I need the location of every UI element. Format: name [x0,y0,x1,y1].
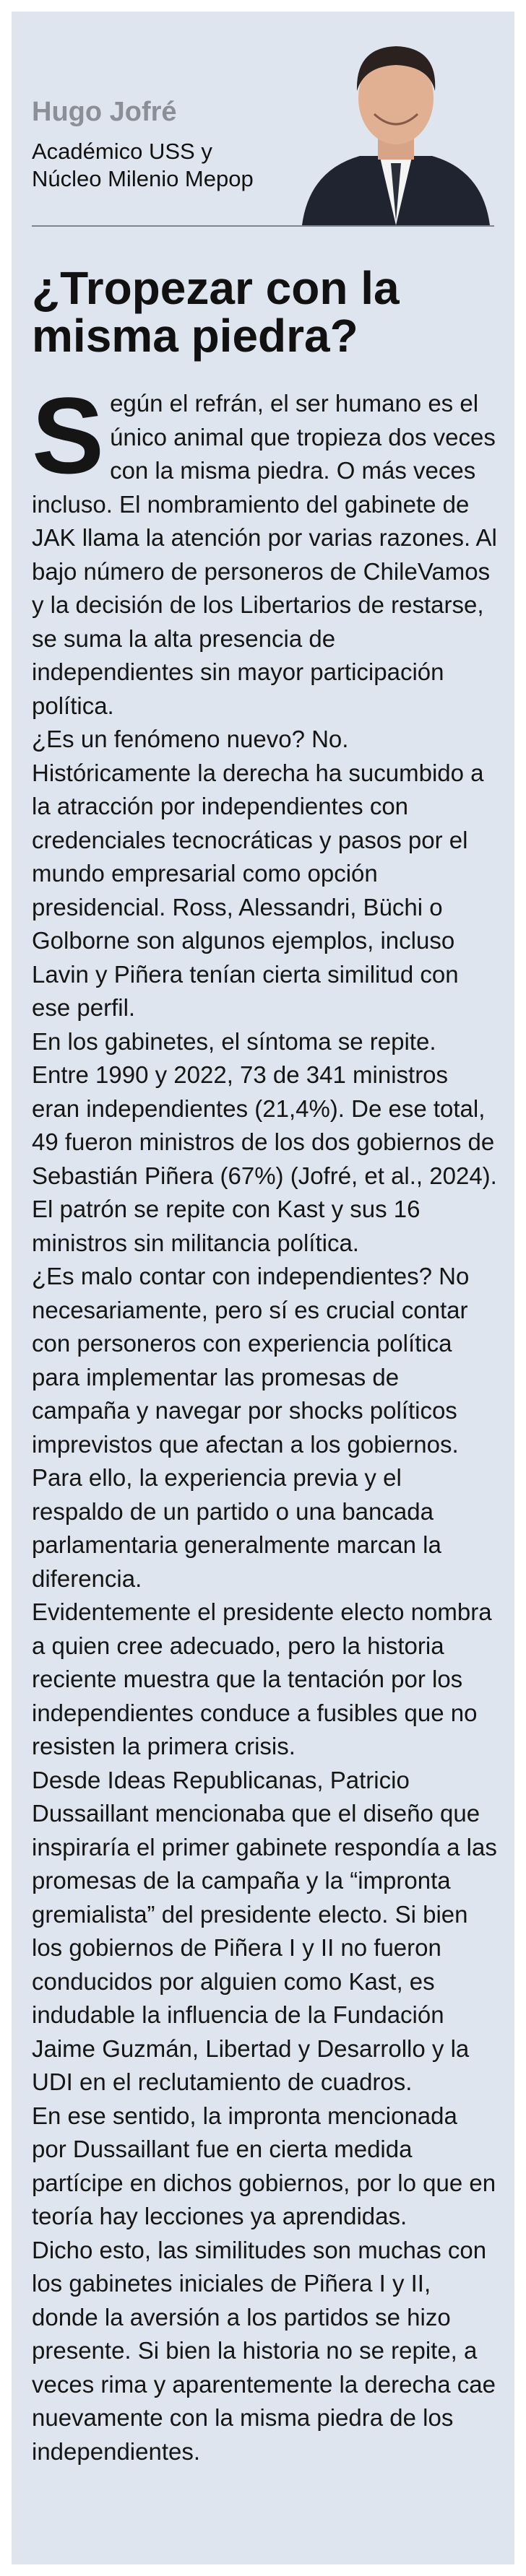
paragraph: Según el refrán, el ser humano es el úni… [32,375,497,719]
column-panel: Hugo Jofré Académico USS y Núcleo Mileni… [12,12,514,2564]
paragraph: En los gabinetes, el síntoma se repite. … [32,1027,497,1256]
author-photo [302,46,490,225]
article-body: Según el refrán, el ser humano es el úni… [32,375,497,2468]
paragraph: Dicho esto, las similitudes son muchas c… [32,2236,496,2465]
author-name: Hugo Jofré [32,97,177,127]
affiliation: Núcleo Milenio Mepop [32,166,254,191]
paragraph: En ese sentido, la impronta mencionada p… [32,2102,496,2230]
paragraph: Desde Ideas Republicanas, Patricio Dussa… [32,1766,497,2096]
paragraph: Evidentemente el presidente electo nombr… [32,1598,492,1759]
divider [32,225,494,227]
byline: Hugo Jofré Académico USS y Núcleo Mileni… [12,12,514,228]
paragraph: Para ello, la experiencia previa y el re… [32,1464,441,1592]
paragraph: ¿Es malo contar con independientes? No n… [32,1263,470,1458]
paragraph: ¿Es un fenómeno nuevo? No. Históricament… [32,726,484,1021]
affiliation: Académico USS y [32,139,212,164]
headline: ¿Tropezar con la misma piedra? [32,262,400,362]
